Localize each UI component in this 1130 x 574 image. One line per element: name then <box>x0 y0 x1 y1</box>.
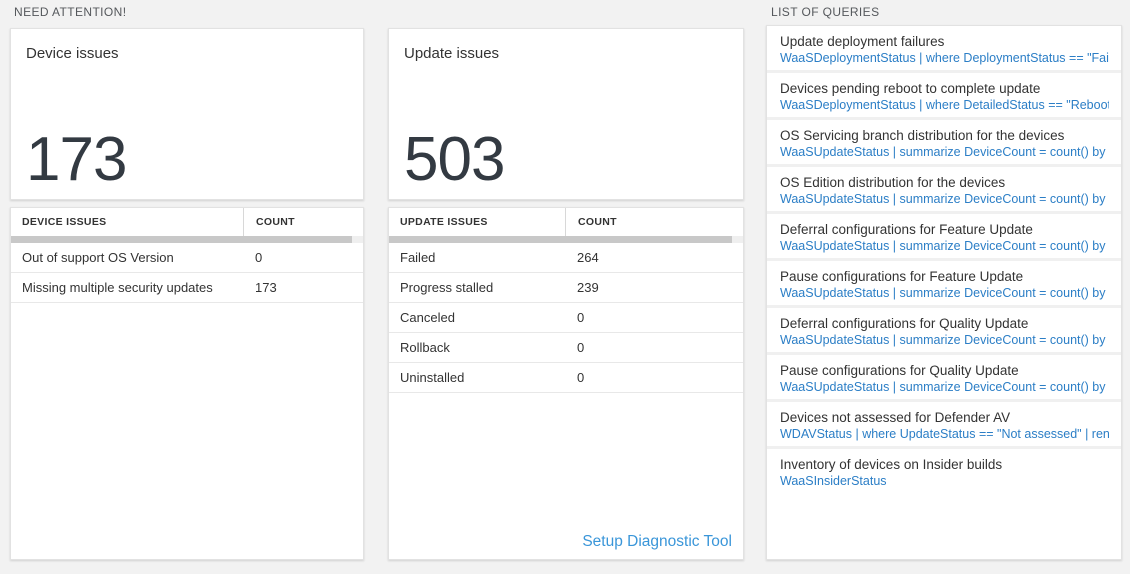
need-attention-header: NEED ATTENTION! <box>14 5 127 19</box>
table-row-out-of-support[interactable]: Out of support OS Version 0 <box>11 243 363 273</box>
query-title: Pause configurations for Quality Update <box>780 363 1019 378</box>
row-label: Progress stalled <box>400 280 494 295</box>
row-count: 264 <box>577 250 599 265</box>
query-title: Devices not assessed for Defender AV <box>780 410 1011 425</box>
update-issues-tile-title: Update issues <box>404 45 500 62</box>
query-text: WaaSUpdateStatus | summarize DeviceCount… <box>780 192 1109 206</box>
table-row-canceled[interactable]: Canceled 0 <box>389 303 743 333</box>
row-label: Out of support OS Version <box>22 250 174 265</box>
query-item-deferral-feature-update[interactable]: Deferral configurations for Feature Upda… <box>767 214 1121 261</box>
row-label: Canceled <box>400 310 455 325</box>
query-item-update-deployment-failures[interactable]: Update deployment failures WaaSDeploymen… <box>767 26 1121 73</box>
query-title: Deferral configurations for Quality Upda… <box>780 316 1029 331</box>
query-item-os-servicing-branch[interactable]: OS Servicing branch distribution for the… <box>767 120 1121 167</box>
update-issues-total-count: 503 <box>404 124 505 194</box>
update-issues-tile[interactable]: Update issues 503 <box>388 28 744 200</box>
query-text: WaaSDeploymentStatus | where DetailedSta… <box>780 98 1109 112</box>
query-item-deferral-quality-update[interactable]: Deferral configurations for Quality Upda… <box>767 308 1121 355</box>
query-item-pause-quality-update[interactable]: Pause configurations for Quality Update … <box>767 355 1121 402</box>
column-header-device-issues[interactable]: DEVICE ISSUES <box>22 216 107 228</box>
query-title: OS Edition distribution for the devices <box>780 175 1006 190</box>
query-title: OS Servicing branch distribution for the… <box>780 128 1065 143</box>
horizontal-scrollbar-thumb[interactable] <box>11 236 352 243</box>
query-text: WaaSUpdateStatus | summarize DeviceCount… <box>780 286 1109 300</box>
query-item-os-edition-distribution[interactable]: OS Edition distribution for the devices … <box>767 167 1121 214</box>
query-text: WaaSUpdateStatus | summarize DeviceCount… <box>780 145 1109 159</box>
device-issues-total-count: 173 <box>26 124 127 194</box>
list-of-queries-header: LIST OF QUERIES <box>771 5 880 19</box>
query-title: Deferral configurations for Feature Upda… <box>780 222 1033 237</box>
row-count: 239 <box>577 280 599 295</box>
setup-diagnostic-tool-link[interactable]: Setup Diagnostic Tool <box>582 533 732 550</box>
query-item-pause-feature-update[interactable]: Pause configurations for Feature Update … <box>767 261 1121 308</box>
column-header-count[interactable]: COUNT <box>243 208 363 236</box>
column-header-count[interactable]: COUNT <box>565 208 743 236</box>
query-title: Inventory of devices on Insider builds <box>780 457 1003 472</box>
table-row-failed[interactable]: Failed 264 <box>389 243 743 273</box>
table-row-rollback[interactable]: Rollback 0 <box>389 333 743 363</box>
horizontal-scrollbar-track <box>389 236 743 243</box>
row-label: Rollback <box>400 340 450 355</box>
horizontal-scrollbar-track <box>11 236 363 243</box>
table-row-uninstalled[interactable]: Uninstalled 0 <box>389 363 743 393</box>
horizontal-scrollbar-thumb[interactable] <box>389 236 732 243</box>
query-item-insider-builds-inventory[interactable]: Inventory of devices on Insider builds W… <box>767 449 1121 559</box>
query-text: WaaSUpdateStatus | summarize DeviceCount… <box>780 380 1109 394</box>
query-text: WaaSDeploymentStatus | where DeploymentS… <box>780 51 1109 65</box>
row-count: 0 <box>577 310 585 325</box>
table-row-progress-stalled[interactable]: Progress stalled 239 <box>389 273 743 303</box>
row-label: Missing multiple security updates <box>22 280 213 295</box>
query-text: WaaSUpdateStatus | summarize DeviceCount… <box>780 333 1109 347</box>
query-item-devices-pending-reboot[interactable]: Devices pending reboot to complete updat… <box>767 73 1121 120</box>
query-text: WaaSUpdateStatus | summarize DeviceCount… <box>780 239 1109 253</box>
row-count: 0 <box>255 250 263 265</box>
row-label: Failed <box>400 250 436 265</box>
queries-panel: Update deployment failures WaaSDeploymen… <box>766 25 1122 560</box>
query-title: Update deployment failures <box>780 34 945 49</box>
query-text: WDAVStatus | where UpdateStatus == "Not … <box>780 427 1109 441</box>
device-issues-table: DEVICE ISSUES COUNT Out of support OS Ve… <box>10 207 364 560</box>
row-count: 0 <box>577 340 585 355</box>
query-title: Pause configurations for Feature Update <box>780 269 1024 284</box>
query-item-defender-av-not-assessed[interactable]: Devices not assessed for Defender AV WDA… <box>767 402 1121 449</box>
query-title: Devices pending reboot to complete updat… <box>780 81 1041 96</box>
table-row-missing-security-updates[interactable]: Missing multiple security updates 173 <box>11 273 363 303</box>
row-count: 0 <box>577 370 585 385</box>
row-label: Uninstalled <box>400 370 465 385</box>
device-issues-tile-title: Device issues <box>26 45 119 62</box>
device-issues-table-header: DEVICE ISSUES COUNT <box>11 208 363 236</box>
update-issues-table-header: UPDATE ISSUES COUNT <box>389 208 743 236</box>
query-text: WaaSInsiderStatus <box>780 474 887 488</box>
column-header-update-issues[interactable]: UPDATE ISSUES <box>400 216 488 228</box>
device-issues-tile[interactable]: Device issues 173 <box>10 28 364 200</box>
update-issues-table: UPDATE ISSUES COUNT Failed 264 Progress … <box>388 207 744 560</box>
row-count: 173 <box>255 280 277 295</box>
